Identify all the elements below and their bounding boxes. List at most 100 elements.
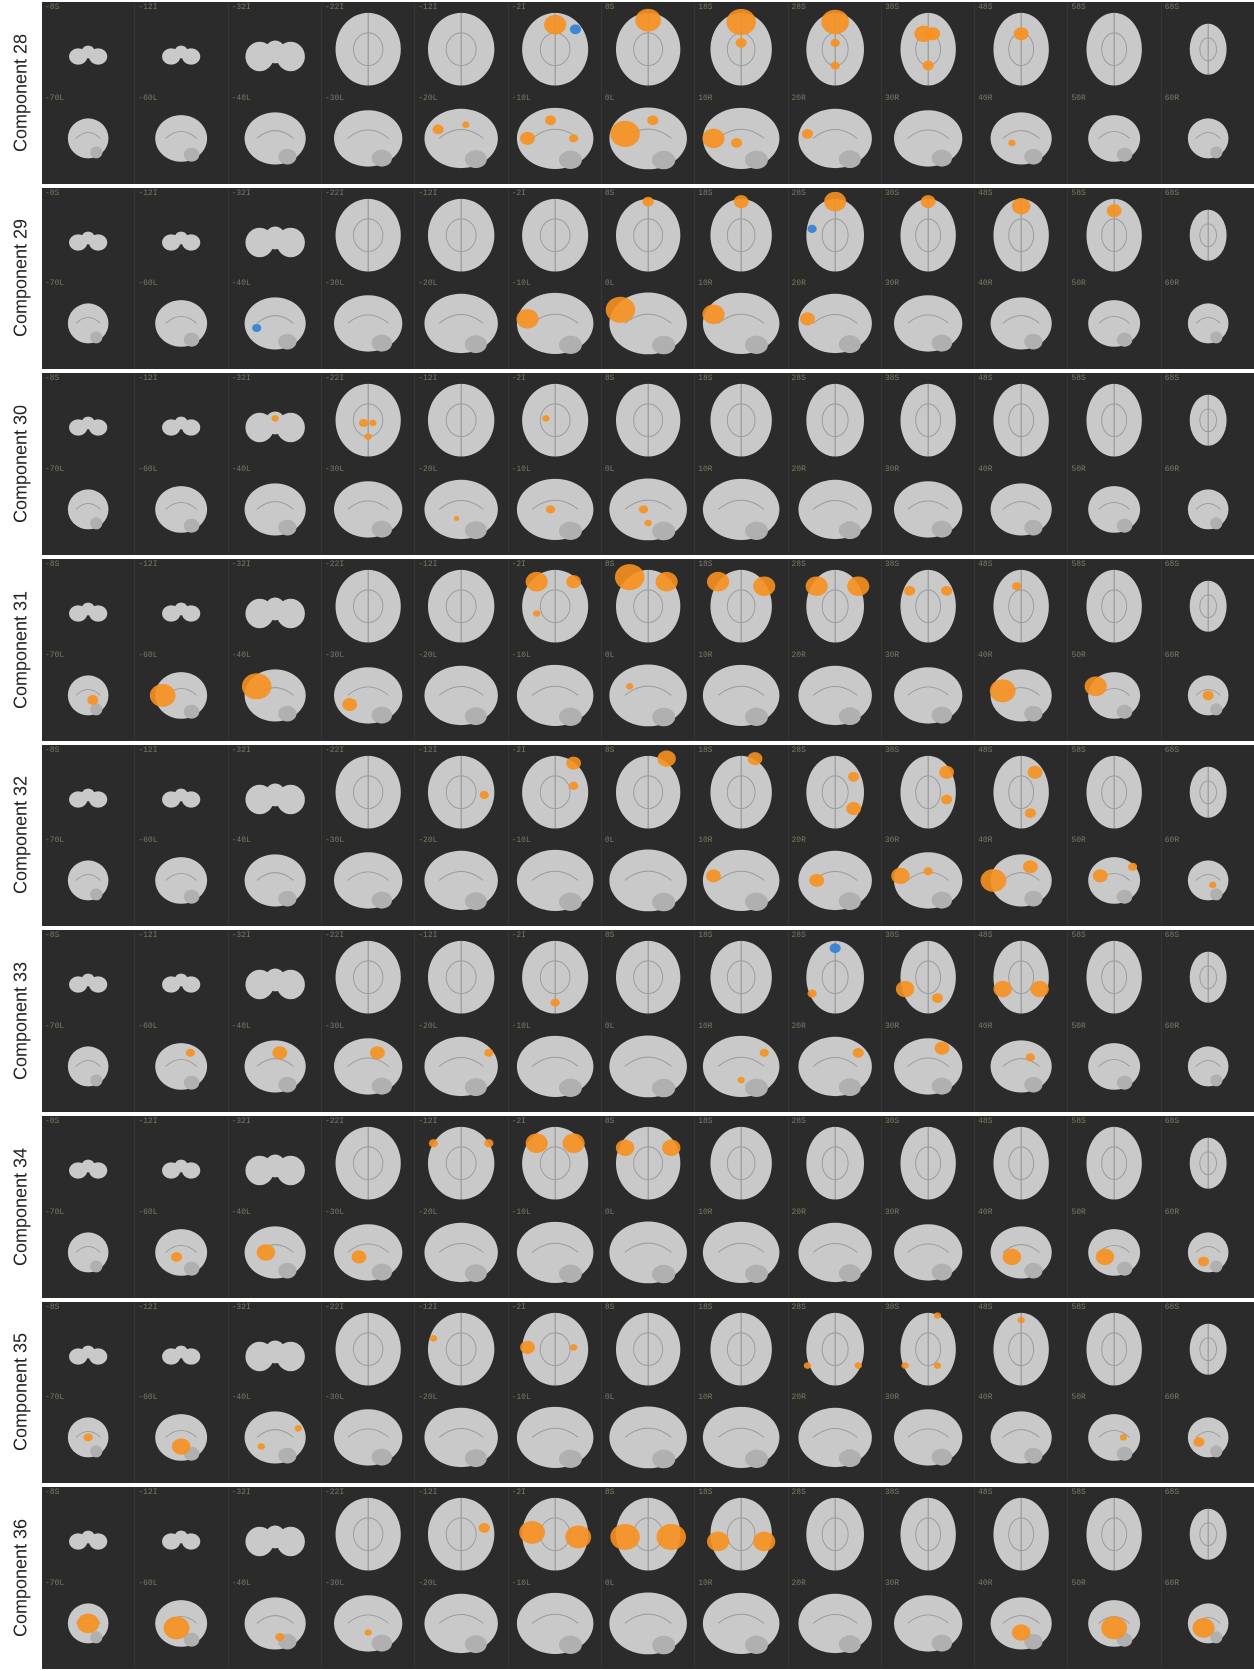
brain-slice-image bbox=[428, 1126, 495, 1200]
brain-slice-image bbox=[335, 12, 401, 86]
slice-coordinate: 58S bbox=[1071, 374, 1086, 384]
slice-coordinate: 38S bbox=[884, 1302, 900, 1312]
brain-slice-image bbox=[805, 384, 864, 457]
sagittal-slice: 40R bbox=[974, 1392, 1067, 1484]
axial-slice: -2I bbox=[507, 1116, 601, 1207]
slice-coordinate: 18S bbox=[698, 374, 713, 384]
sagittal-slice: 10R bbox=[694, 92, 787, 184]
slice-coordinate: -22I bbox=[324, 188, 345, 198]
positive-activation-blob bbox=[1012, 582, 1022, 591]
positive-activation-blob bbox=[925, 27, 940, 41]
brain-slice-image bbox=[1189, 952, 1227, 1003]
brain-slice-image bbox=[335, 941, 401, 1014]
axial-slice: 38S bbox=[880, 1301, 974, 1393]
brain-slice-image bbox=[516, 850, 593, 912]
brain-slice-image bbox=[162, 788, 201, 808]
slice-coordinate: -70L bbox=[45, 1207, 65, 1217]
brain-slice-image bbox=[900, 755, 956, 829]
brain-slice-image bbox=[703, 1035, 780, 1098]
positive-activation-blob bbox=[364, 1629, 372, 1636]
slice-coordinate: 50R bbox=[1071, 836, 1086, 846]
axial-slice: -12I bbox=[134, 930, 227, 1022]
sagittal-slice: -60L bbox=[134, 1578, 227, 1669]
slice-coordinate: -2I bbox=[511, 560, 526, 569]
slice-coordinate: 8S bbox=[604, 745, 615, 755]
positive-activation-blob bbox=[1193, 1437, 1205, 1448]
axial-slice: -22I bbox=[320, 1487, 414, 1579]
component-label: Component 31 bbox=[0, 557, 42, 743]
brain-slice-image bbox=[707, 1498, 776, 1571]
axial-slice: 8S bbox=[600, 744, 694, 836]
positive-activation-blob bbox=[845, 801, 861, 815]
brain-slice-image bbox=[1189, 23, 1227, 75]
positive-activation-blob bbox=[702, 305, 725, 325]
brain-slice-image bbox=[1187, 675, 1229, 716]
component-label-text: Component 28 bbox=[10, 33, 31, 152]
brain-slice-image bbox=[162, 416, 201, 436]
brain-slice-image bbox=[710, 1312, 773, 1386]
brain-slice-image bbox=[428, 941, 495, 1014]
positive-activation-blob bbox=[933, 1312, 941, 1319]
slice-coordinate: 60R bbox=[1164, 465, 1180, 475]
slice-coordinate: -32I bbox=[231, 745, 251, 755]
slice-coordinate: -30L bbox=[324, 1579, 345, 1589]
axial-slice: -32I bbox=[227, 373, 321, 465]
axial-slice: 48S bbox=[974, 373, 1067, 465]
slice-coordinate: -8S bbox=[45, 1488, 60, 1498]
sagittal-slice: 10R bbox=[694, 835, 787, 927]
axial-slice: 58S bbox=[1067, 559, 1160, 650]
sagittal-slice: -60L bbox=[134, 464, 227, 555]
brain-slice-image bbox=[900, 1312, 956, 1386]
positive-activation-blob bbox=[519, 131, 535, 145]
axial-slice: -2I bbox=[507, 559, 601, 650]
brain-slice-image bbox=[609, 1035, 687, 1098]
axial-slice: -2I bbox=[507, 744, 601, 836]
slice-coordinate: 0L bbox=[604, 465, 615, 475]
brain-slice-image bbox=[521, 12, 588, 86]
positive-activation-blob bbox=[605, 297, 636, 324]
sagittal-slice: -10L bbox=[507, 649, 601, 741]
sagittal-slice: 10R bbox=[694, 1206, 787, 1298]
positive-activation-blob bbox=[923, 867, 933, 876]
slice-coordinate: 60R bbox=[1164, 650, 1180, 660]
sagittal-slice: 0L bbox=[600, 92, 694, 184]
slice-coordinate: -12I bbox=[418, 1117, 438, 1126]
slice-coordinate: -12I bbox=[138, 188, 158, 198]
axial-slice: -2I bbox=[507, 930, 601, 1022]
sagittal-slice: 30R bbox=[880, 92, 974, 184]
slice-coordinate: -12I bbox=[418, 931, 438, 941]
component-label-text: Component 32 bbox=[10, 776, 31, 895]
sagittal-slice: -60L bbox=[134, 649, 227, 741]
positive-activation-blob bbox=[808, 874, 824, 888]
positive-activation-blob bbox=[638, 505, 649, 514]
axial-slice: -12I bbox=[414, 744, 507, 836]
axial-slice: 48S bbox=[974, 1487, 1067, 1579]
positive-activation-blob bbox=[933, 1361, 941, 1369]
axial-slice: 28S bbox=[787, 930, 881, 1022]
slice-coordinate: -60L bbox=[138, 279, 158, 289]
positive-activation-blob bbox=[644, 519, 652, 527]
positive-activation-blob bbox=[163, 1616, 190, 1640]
brain-slice-image bbox=[1187, 860, 1229, 901]
positive-activation-blob bbox=[186, 1048, 196, 1058]
axial-slice: 68S bbox=[1160, 1116, 1254, 1207]
sagittal-slice: 50R bbox=[1067, 278, 1160, 370]
axial-slice: 48S bbox=[974, 187, 1067, 279]
slice-panel: -8S -12I -32I -22I -12I -2I 8S 18S 28S 38S 48S 58S 6… bbox=[42, 744, 1254, 927]
brain-slice-image bbox=[155, 857, 208, 905]
slice-coordinate: 30R bbox=[884, 279, 900, 289]
slice-coordinate: -70L bbox=[45, 93, 65, 103]
brain-slice-image bbox=[900, 1498, 956, 1571]
brain-slice-image bbox=[335, 755, 401, 829]
slice-coordinate: -30L bbox=[324, 836, 345, 846]
positive-activation-blob bbox=[515, 309, 539, 330]
brain-slice-image bbox=[1086, 941, 1143, 1014]
brain-slice-image bbox=[990, 1040, 1052, 1093]
positive-activation-blob bbox=[1013, 27, 1029, 41]
sagittal-slice: -30L bbox=[320, 92, 414, 184]
brain-slice-image bbox=[797, 851, 872, 911]
brain-slice-image bbox=[1086, 1498, 1143, 1571]
sagittal-slice: -30L bbox=[320, 649, 414, 741]
positive-activation-blob bbox=[518, 1521, 545, 1545]
brain-slice-image bbox=[1189, 395, 1227, 446]
